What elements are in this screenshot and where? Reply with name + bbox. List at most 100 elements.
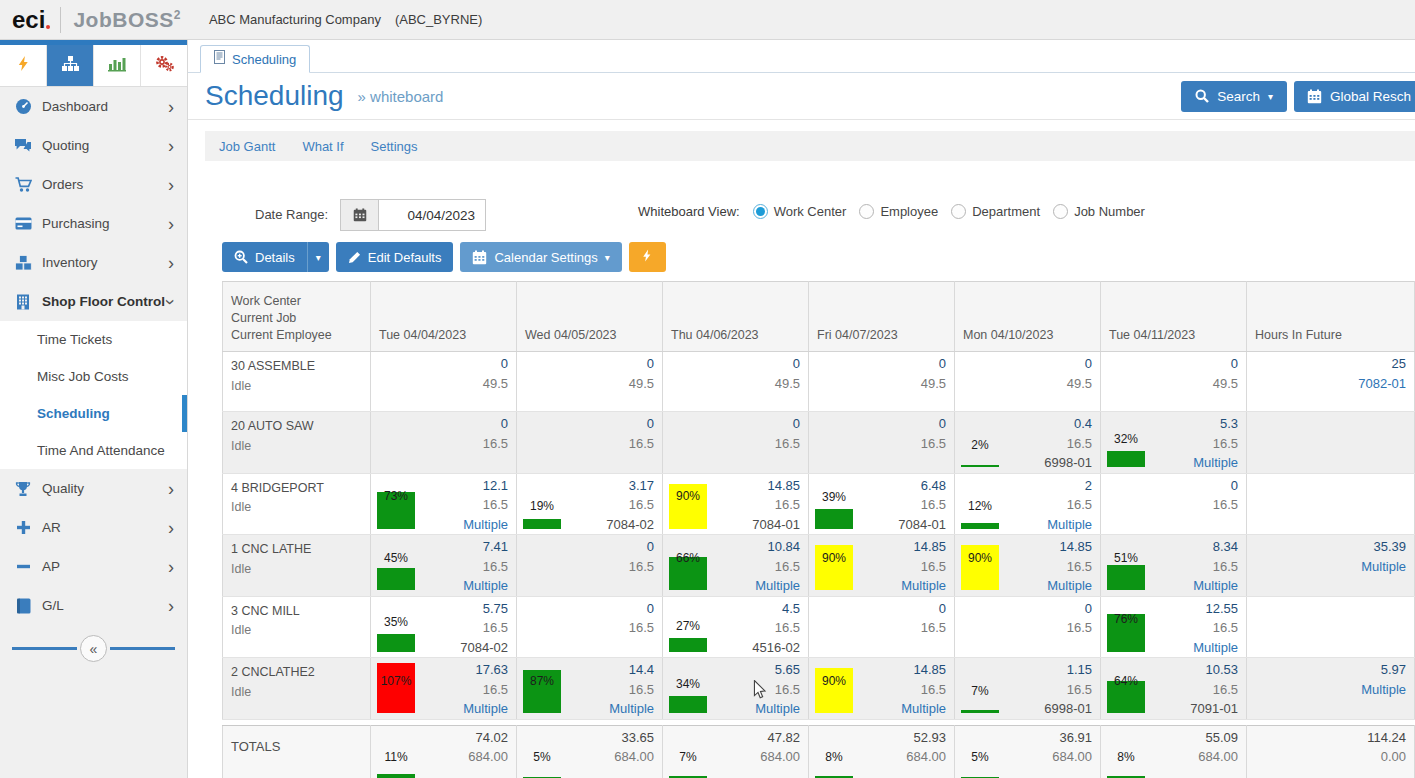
utilization-gauge: 12% <box>961 479 999 529</box>
schedule-cell[interactable]: 016.5 <box>955 596 1101 658</box>
sidebar-collapse-button[interactable]: « <box>80 635 107 662</box>
utilization-gauge: 2% <box>961 417 999 467</box>
utilization-gauge: 7% <box>669 734 707 778</box>
schedule-cell[interactable]: 87%14.416.5Multiple <box>517 658 663 720</box>
ap-icon <box>13 559 33 574</box>
schedule-cell[interactable]: 016.5 <box>371 412 517 474</box>
settings-button[interactable] <box>141 45 187 86</box>
schedule-cell[interactable]: 016.5 <box>517 596 663 658</box>
reports-button[interactable] <box>94 45 141 86</box>
hours-in-future-cell[interactable] <box>1247 596 1415 658</box>
schedule-cell[interactable]: 016.5 <box>1101 473 1247 535</box>
search-icon <box>1195 89 1209 103</box>
schedule-cell[interactable]: 39%6.4816.57084-01 <box>809 473 955 535</box>
schedule-cell[interactable]: 90%14.8516.5Multiple <box>809 535 955 597</box>
radio-work-center[interactable]: Work Center <box>753 204 847 219</box>
radio-employee[interactable]: Employee <box>859 204 938 219</box>
schedule-cell[interactable]: 27%4.516.54516-02 <box>663 596 809 658</box>
radio-group: Work Center Employee Department Job Number <box>753 204 1158 219</box>
quick-schedule-button[interactable] <box>629 242 666 272</box>
sidebar-item-dashboard[interactable]: Dashboard› <box>0 87 187 126</box>
schedule-cell[interactable]: 51%8.3416.5Multiple <box>1101 535 1247 597</box>
calendar-settings-button[interactable]: Calendar Settings ▾ <box>460 242 621 272</box>
schedule-cell[interactable]: 90%14.8516.5Multiple <box>955 535 1101 597</box>
schedule-cell[interactable]: 2%0.416.56998-01 <box>955 412 1101 474</box>
sidebar-item-purchasing[interactable]: Purchasing› <box>0 204 187 243</box>
schedule-cell[interactable]: 7%1.1516.56998-01 <box>955 658 1101 720</box>
details-button[interactable]: Details <box>222 242 307 272</box>
date-range-input[interactable] <box>379 200 485 230</box>
sidebar-item-quality[interactable]: Quality› <box>0 469 187 508</box>
utilization-gauge: 34% <box>669 663 707 713</box>
utilization-percent: 45% <box>377 549 415 569</box>
sidebar-item-ar[interactable]: AR› <box>0 508 187 547</box>
edit-defaults-button[interactable]: Edit Defaults <box>336 242 454 272</box>
schedule-cell[interactable]: 90%14.8516.5Multiple <box>809 658 955 720</box>
tab-scheduling[interactable]: Scheduling <box>200 45 310 73</box>
sidebar-item-label: Inventory <box>42 255 168 270</box>
schedule-cell[interactable]: 66%10.8416.5Multiple <box>663 535 809 597</box>
totals-future-cell: 114.240.00 <box>1247 725 1415 778</box>
schedule-cell[interactable]: 35%5.7516.57084-02 <box>371 596 517 658</box>
utilization-bar <box>523 519 561 529</box>
cell-value[interactable]: Multiple <box>1255 680 1406 700</box>
sidebar-item-quoting[interactable]: Quoting› <box>0 126 187 165</box>
hours-in-future-cell[interactable] <box>1247 412 1415 474</box>
subnav-link-job-gantt[interactable]: Job Gantt <box>219 139 275 154</box>
global-reschedule-button[interactable]: Global Resch <box>1294 81 1415 112</box>
sidebar-item-time-tickets[interactable]: Time Tickets <box>0 321 187 358</box>
totals-row: TOTALS11%74.02684.005%33.65684.007%47.82… <box>223 725 1415 778</box>
details-dropdown-button[interactable]: ▾ <box>307 242 329 272</box>
schedule-cell[interactable]: 016.5 <box>809 412 955 474</box>
schedule-cell[interactable]: 32%5.316.5Multiple <box>1101 412 1247 474</box>
cell-value: 49.5 <box>817 374 946 394</box>
date-calendar-button[interactable] <box>341 200 379 230</box>
search-button[interactable]: Search ▾ <box>1181 81 1287 112</box>
schedule-cell[interactable]: 049.5 <box>955 352 1101 412</box>
schedule-cell[interactable]: 34%5.6516.5Multiple <box>663 658 809 720</box>
schedule-cell[interactable]: 107%17.6316.5Multiple <box>371 658 517 720</box>
sidebar-item-orders[interactable]: Orders› <box>0 165 187 204</box>
schedule-cell[interactable]: 64%10.5316.57091-01 <box>1101 658 1247 720</box>
schedule-cell[interactable]: 049.5 <box>517 352 663 412</box>
schedule-cell[interactable]: 016.5 <box>517 535 663 597</box>
utilization-percent: 51% <box>1107 549 1145 569</box>
sidebar-item-time-and-attendance[interactable]: Time And Attendance <box>0 432 187 469</box>
cell-value[interactable]: 7082-01 <box>1255 374 1406 394</box>
schedule-cell[interactable]: 016.5 <box>663 412 809 474</box>
schedule-cell[interactable]: 049.5 <box>1101 352 1247 412</box>
schedule-cell[interactable]: 049.5 <box>663 352 809 412</box>
schedule-cell[interactable]: 12%216.5Multiple <box>955 473 1101 535</box>
sidebar-item-label: Quoting <box>42 138 168 153</box>
quick-actions-button[interactable] <box>0 45 47 86</box>
schedule-cell[interactable]: 90%14.8516.57084-01 <box>663 473 809 535</box>
navigation-menu-button[interactable] <box>47 45 94 86</box>
sidebar-item-inventory[interactable]: Inventory› <box>0 243 187 282</box>
schedule-cell[interactable]: 016.5 <box>809 596 955 658</box>
schedule-cell[interactable]: 45%7.4116.5Multiple <box>371 535 517 597</box>
schedule-cell[interactable]: 049.5 <box>371 352 517 412</box>
radio-job-number[interactable]: Job Number <box>1053 204 1145 219</box>
subnav-link-settings[interactable]: Settings <box>371 139 418 154</box>
schedule-cell[interactable]: 73%12.116.5Multiple <box>371 473 517 535</box>
cell-value: 0 <box>963 599 1092 619</box>
hours-in-future-cell[interactable]: 35.39Multiple <box>1247 535 1415 597</box>
sidebar-item-shop-floor-control[interactable]: Shop Floor Control› <box>0 282 187 321</box>
subnav-link-what-if[interactable]: What If <box>302 139 343 154</box>
sidebar-item-misc-job-costs[interactable]: Misc Job Costs <box>0 358 187 395</box>
schedule-cell[interactable]: 049.5 <box>809 352 955 412</box>
schedule-cell[interactable]: 76%12.5516.5Multiple <box>1101 596 1247 658</box>
cell-value: 0 <box>1109 354 1238 374</box>
schedule-cell[interactable]: 016.5 <box>517 412 663 474</box>
logo-divider <box>60 7 61 33</box>
sidebar-item-ap[interactable]: AP› <box>0 547 187 586</box>
hours-in-future-cell[interactable]: 5.97Multiple <box>1247 658 1415 720</box>
schedule-cell[interactable]: 19%3.1716.57084-02 <box>517 473 663 535</box>
sidebar-item-scheduling[interactable]: Scheduling <box>0 395 187 432</box>
radio-department[interactable]: Department <box>951 204 1040 219</box>
hours-in-future-cell[interactable] <box>1247 473 1415 535</box>
hours-in-future-cell[interactable]: 257082-01 <box>1247 352 1415 412</box>
sidebar-item-g-l[interactable]: G/L› <box>0 586 187 625</box>
lightning-icon <box>16 55 31 76</box>
cell-value[interactable]: Multiple <box>1255 557 1406 577</box>
